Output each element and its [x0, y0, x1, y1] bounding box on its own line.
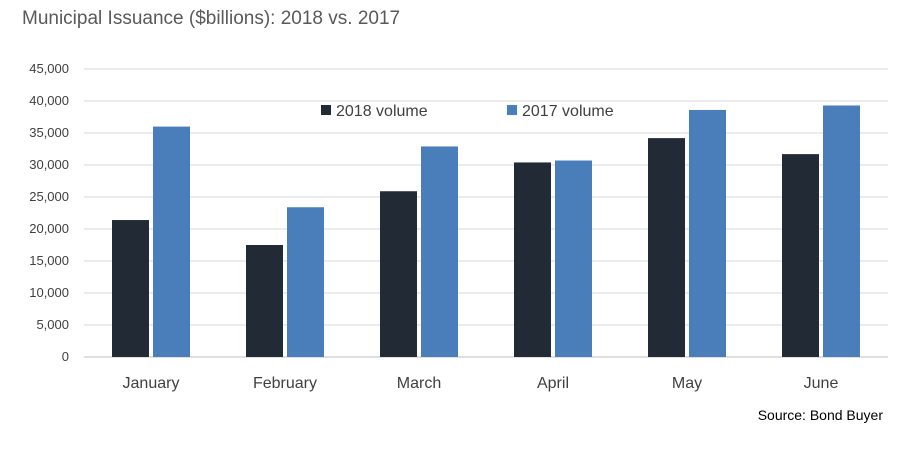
x-category-label: January [123, 375, 180, 392]
y-tick-label: 20,000 [29, 221, 69, 236]
x-category-label: February [253, 375, 317, 392]
bar-2017-january [153, 126, 190, 357]
y-tick-label: 30,000 [29, 157, 69, 172]
x-category-label: April [537, 375, 569, 392]
gridlines [84, 68, 888, 358]
bar-2017-april [555, 160, 592, 357]
y-tick-label: 35,000 [29, 125, 69, 140]
legend-swatch [321, 105, 331, 115]
bar-2017-february [287, 207, 324, 357]
legend-label: 2017 volume [522, 103, 614, 120]
bars [112, 105, 860, 358]
bar-2017-march [421, 146, 458, 357]
bar-2018-june [782, 154, 819, 357]
y-tick-label: 25,000 [29, 189, 69, 204]
bar-2018-march [380, 191, 417, 357]
bar-2017-june [823, 105, 860, 357]
legend: 2018 volume 2017 volume [321, 103, 614, 120]
y-tick-label: 5,000 [36, 317, 69, 332]
y-tick-label: 10,000 [29, 285, 69, 300]
bar-2018-january [112, 220, 149, 357]
y-tick-label: 45,000 [29, 61, 69, 76]
x-axis-category-labels: January February March April May June [123, 375, 839, 392]
chart-title: Municipal Issuance ($billions): 2018 vs.… [22, 8, 401, 29]
legend-swatch [507, 105, 517, 115]
bar-2018-february [246, 245, 283, 357]
source-note: Source: Bond Buyer [757, 407, 883, 423]
y-tick-label: 0 [62, 349, 69, 364]
legend-label: 2018 volume [336, 103, 428, 120]
x-category-label: June [804, 375, 839, 392]
bar-2017-may [689, 109, 726, 358]
bar-2018-may [648, 138, 685, 357]
x-category-label: March [397, 375, 441, 392]
bar-2018-april [514, 162, 551, 357]
y-tick-label: 15,000 [29, 253, 69, 268]
x-category-label: May [672, 375, 702, 392]
y-tick-label: 40,000 [29, 93, 69, 108]
y-axis-tick-labels: 0 5,000 10,000 15,000 20,000 25,000 30,000 35,0… [29, 61, 69, 364]
